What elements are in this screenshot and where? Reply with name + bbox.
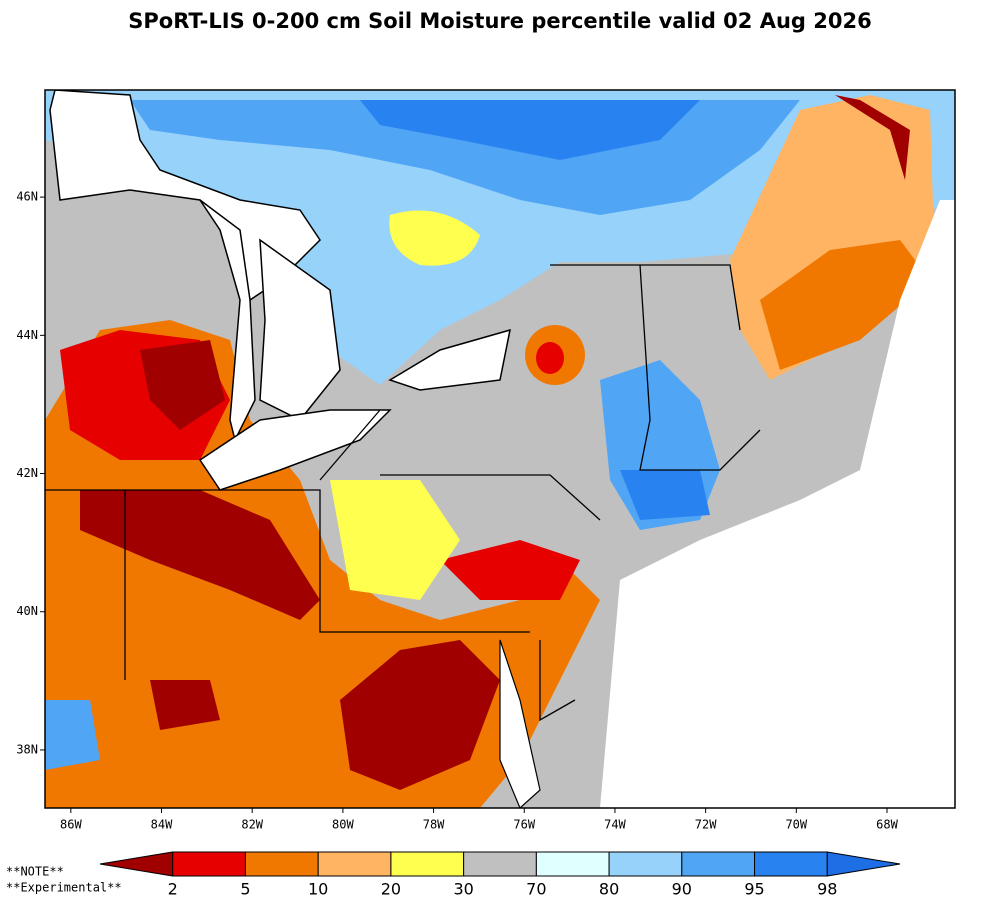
lon-tick-label: 86W [60,818,82,832]
colorbar-label: 80 [599,880,619,899]
lon-tick-label: 68W [876,818,898,832]
lon-tick-label: 78W [423,818,445,832]
colorbar-swatch [681,851,756,877]
title: SPoRT-LIS 0-200 cm Soil Moisture percent… [128,9,871,33]
lon-tick-label: 76W [513,818,535,832]
colorbar-label: 2 [168,880,178,899]
colorbar-label: 95 [744,880,764,899]
colorbar-swatch [244,851,319,877]
lat-tick-label: 44N [16,328,38,342]
colorbar-label: 10 [308,880,328,899]
colorbar-label: 5 [240,880,250,899]
lon-tick-label: 80W [332,818,354,832]
lat-tick-label: 46N [16,190,38,204]
lon-tick-label: 74W [604,818,626,832]
colorbar-swatch [535,851,610,877]
lon-tick-label: 70W [785,818,807,832]
colorbar-swatch [317,851,392,877]
colorbar-label: 98 [817,880,837,899]
colorbar-swatch [754,851,828,877]
lat-tick-label: 40N [16,604,38,618]
lon-tick-label: 84W [151,818,173,832]
note: **NOTE** [6,865,64,879]
colorbar-swatch [463,851,537,877]
colorbar-label: 70 [526,880,546,899]
note: **Experimental** [6,881,122,895]
colorbar-swatch [826,851,901,877]
colorbar-label: 30 [453,880,473,899]
colorbar-swatch [172,851,246,877]
map-frame [44,89,956,809]
lon-tick-label: 82W [241,818,263,832]
colorbar-label: 90 [672,880,692,899]
colorbar-swatch [99,851,174,877]
colorbar-swatch [390,851,465,877]
colorbar-label: 20 [381,880,401,899]
colorbar-swatch [608,851,683,877]
lon-tick-label: 72W [695,818,717,832]
lat-tick-label: 42N [16,466,38,480]
map-field [45,90,955,808]
lat-tick-label: 38N [16,742,38,756]
